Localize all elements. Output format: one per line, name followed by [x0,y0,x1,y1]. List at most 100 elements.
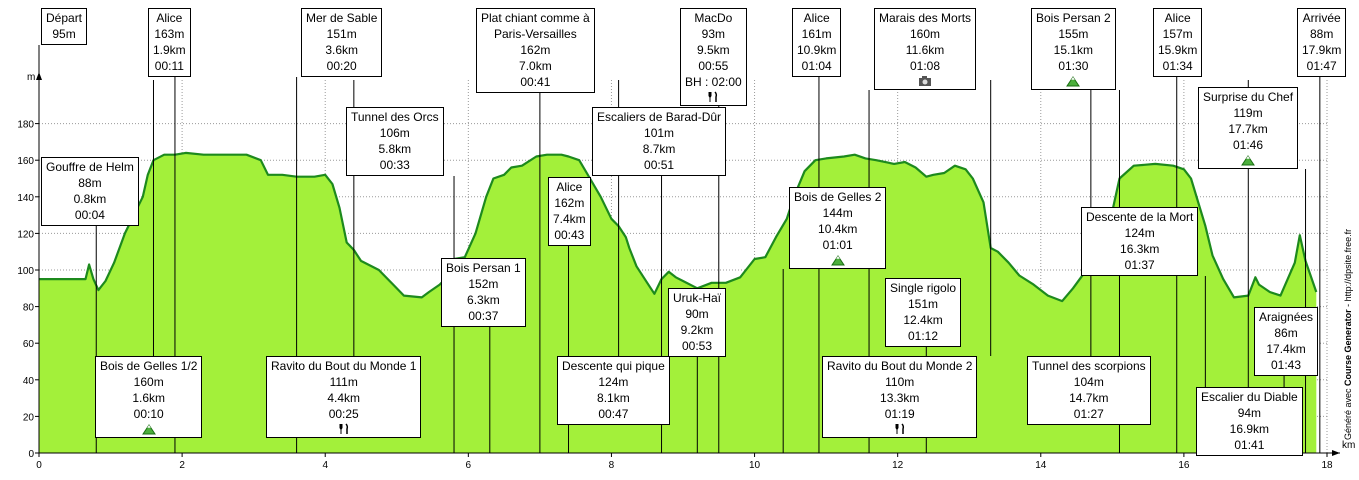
annotation-line: 160m [910,27,941,41]
annotation-line: 161m [801,27,832,41]
annotation-line: 8.1km [597,391,630,405]
annotation-line: Marais des Morts [879,11,972,25]
annotation-line: 101m [644,126,675,140]
annotation-line: 160m [133,375,164,389]
annotation-line: 15.1km [1053,43,1094,57]
annotation-line: Bois de Gelles 1/2 [100,359,198,373]
annotation-line: 01:37 [1124,258,1155,272]
annotation-line: 110m [885,375,915,389]
y-tick-label: 140 [17,193,34,204]
annotation-box: Escaliers de Barad-Dûr 101m 8.7km 00:51 [592,107,727,176]
annotation-line: Araignées [1259,310,1314,324]
annotation-line: 8.7km [642,142,676,156]
x-tick-label: 8 [609,460,615,471]
annotation-box: Plat chiant comme à Paris-Versailles 162m 7… [476,8,595,93]
annotation-box: Alice 163m 1.9km 00:11 [148,8,191,77]
annotation-line: 157m [1162,27,1193,41]
fork-knife-icon [339,423,348,434]
annotation-line: 01:41 [1234,438,1265,452]
annotation-box: Départ 95m [41,8,88,45]
annotation-line: 00:04 [74,208,105,222]
x-tick-label: 4 [322,460,328,471]
annotation-line: Gouffre de Helm [46,160,134,174]
credit-brand: Course Generator [1343,309,1353,386]
annotation-line: 01:01 [822,238,853,252]
annotation-line: Uruk-Haï [673,291,722,305]
x-tick-label: 14 [1035,460,1047,471]
x-tick-label: 2 [179,460,185,471]
annotation-line: 4.4km [327,391,361,405]
x-tick-label: 18 [1321,460,1333,471]
annotation-line: 5.8km [378,142,412,156]
annotation-line: 01:04 [801,59,832,73]
annotation-line: 01:19 [884,407,915,421]
annotation-box: Bois de Gelles 1/2 160m 1.6km 00:10 [95,356,203,438]
annotation-line: Alice [1164,11,1191,25]
annotation-line: Alice [556,180,583,194]
annotation-line: 0.8km [73,192,107,206]
annotation-line: MacDo [694,11,733,25]
annotation-line: Ravito du Bout du Monde 1 [271,359,417,373]
annotation-box: Tunnel des Orcs 106m 5.8km 00:33 [346,107,444,176]
mountain-icon [1066,76,1081,87]
annotation-box: Bois de Gelles 2 144m 10.4km 01:01 [789,187,887,269]
annotation-line: 01:34 [1162,59,1193,73]
y-tick-label: 60 [23,339,35,350]
annotation-line: Descente de la Mort [1086,210,1194,224]
annotation-line: Arrivée [1302,11,1341,25]
x-tick-label: 6 [466,460,472,471]
annotation-line: Descente qui pique [562,359,665,373]
annotation-box: Uruk-Haï 90m 9.2km 00:53 [668,288,727,357]
annotation-line: 01:46 [1233,138,1264,152]
annotation-line: 104m [1073,375,1104,389]
annotation-line: 01:08 [910,59,941,73]
annotation-line: Alice [803,11,830,25]
annotation-line: 124m [598,375,629,389]
y-tick-label: 180 [17,120,34,131]
annotation-line: 151m [908,297,939,311]
y-tick-label: 120 [17,229,34,240]
mountain-icon [141,424,156,435]
x-axis-label: km [1342,440,1355,451]
y-tick-label: 100 [17,266,34,277]
annotation-line: 00:51 [644,158,675,172]
fork-knife-icon [708,91,718,102]
annotation-line: 162m [520,43,551,57]
annotation-line: 00:53 [681,339,713,353]
annotation-line: 13.3km [880,391,920,405]
x-tick-label: 0 [36,460,42,471]
annotation-line: 95m [52,27,76,41]
y-tick-label: 80 [23,303,35,314]
annotation-line: 00:41 [520,75,551,89]
annotation-line: Surprise du Chef [1203,90,1294,104]
annotation-line: 152m [468,277,499,291]
annotation-line: 00:33 [379,158,410,172]
annotation-line: 151m [326,27,357,41]
annotation-line: 6.3km [467,293,500,307]
annotation-line: 16.9km [1229,422,1270,436]
annotation-line: 17.7km [1228,122,1268,136]
annotation-line: 00:43 [554,228,585,242]
annotation-line: 11.6km [905,43,945,57]
annotation-line: 10.4km [818,222,858,236]
annotation-box: Bois Persan 2 155m 15.1km 01:30 [1031,8,1116,90]
annotation-line: Mer de Sable [306,11,378,25]
generator-credit: Généré avec Course Generator - http://dp… [1343,229,1353,440]
annotation-line: Ravito du Bout du Monde 2 [827,359,973,373]
annotation-line: Tunnel des Orcs [351,110,439,124]
annotation-line: 15.9km [1158,43,1198,57]
credit-prefix: Généré avec [1343,388,1353,440]
mountain-icon [1241,155,1255,166]
annotation-box: Marais des Morts 160m 11.6km 01:08 [874,8,977,90]
annotation-line: Alice [156,11,183,25]
annotation-box: MacDo 93m 9.5km 00:55 BH : 02:00 [680,8,747,106]
annotation-box: Araignées 86m 17.4km 01:43 [1254,307,1319,376]
annotation-box: Mer de Sable 151m 3.6km 00:20 [301,8,383,77]
camera-icon [919,76,932,86]
annotation-line: Départ [46,11,83,25]
annotation-line: 00:11 [154,59,184,73]
annotation-line: Bois Persan 2 [1036,11,1111,25]
annotation-line: Plat chiant comme à [481,11,590,25]
annotation-line: 86m [1274,326,1298,340]
annotation-line: 1.9km [153,43,186,57]
